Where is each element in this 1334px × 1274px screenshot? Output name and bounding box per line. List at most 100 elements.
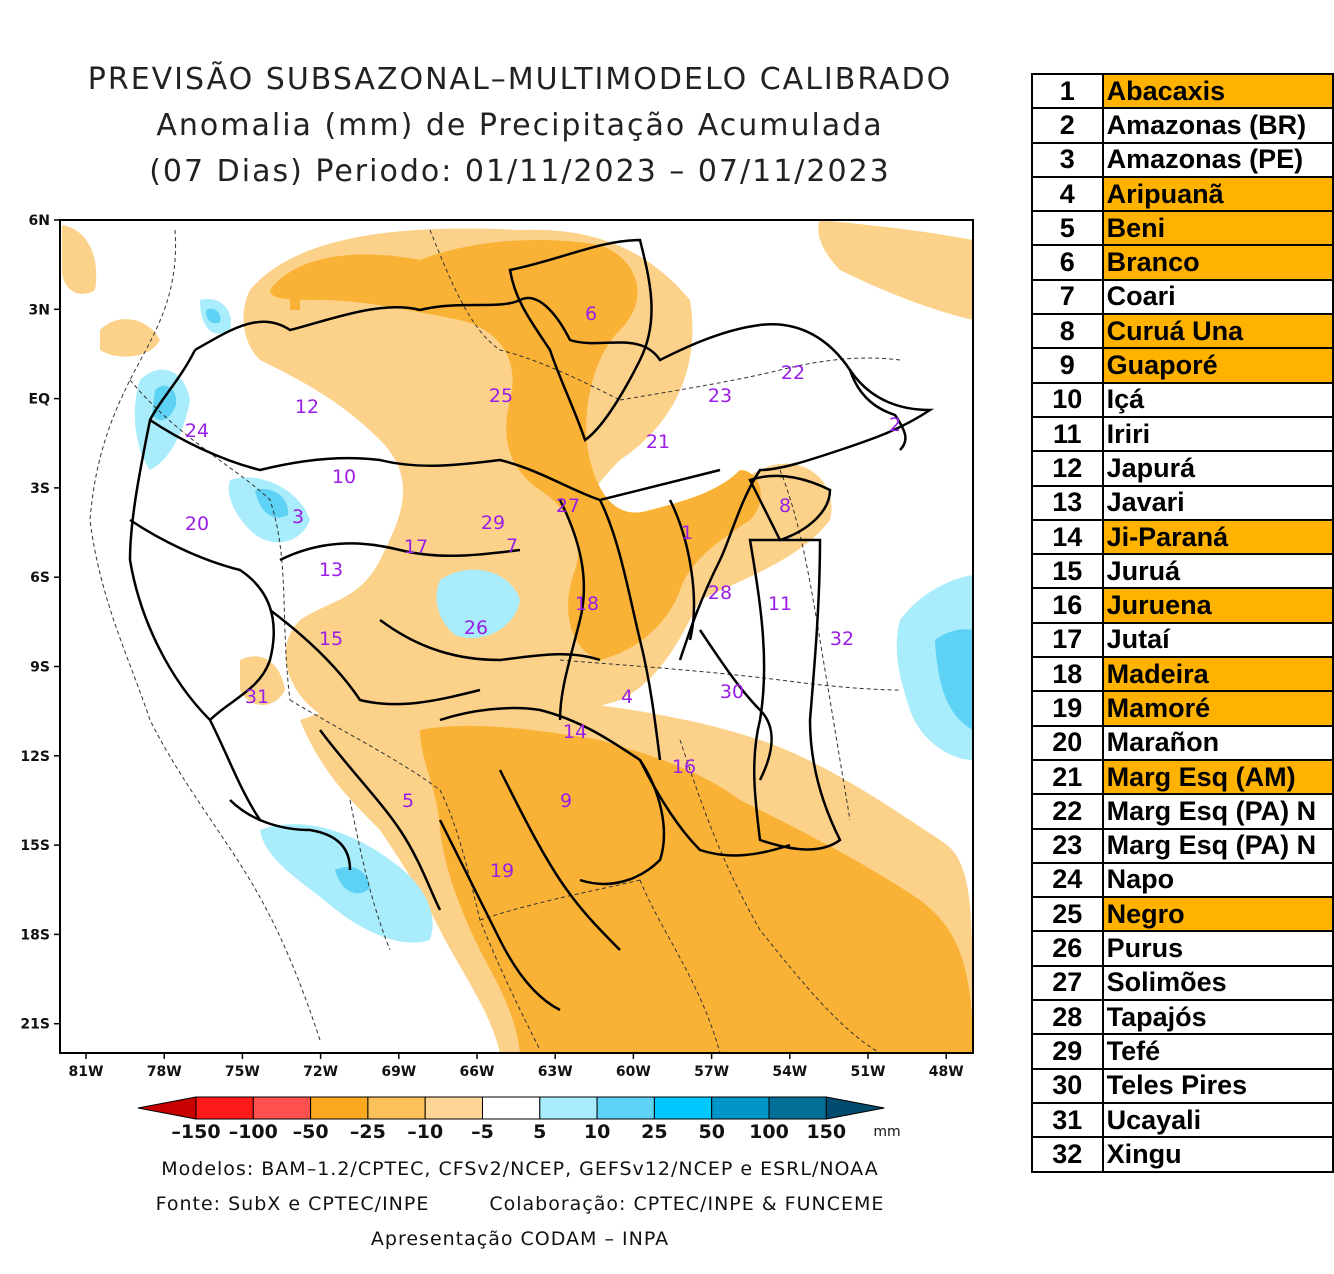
basin-label-24: 24 [185,420,209,442]
basin-label-30: 30 [720,681,744,703]
legend-basin-name: Beni [1101,210,1334,247]
basin-label-11: 11 [768,593,792,615]
legend-number: 20 [1031,724,1104,761]
basin-label-18: 18 [575,593,599,615]
legend-basin-name: Xingu [1101,1136,1334,1173]
source-credit: Fonte: SubX e CPTEC/INPE Colaboração: CPT… [60,1193,980,1215]
basin-label-2: 2 [889,414,901,436]
medium-blue-anomaly [152,308,973,894]
legend-number: 10 [1031,381,1104,418]
basin-label-22: 22 [781,362,805,384]
legend-number: 6 [1031,244,1104,281]
lat-tick-label: 15S [20,838,50,854]
basin-label-12: 12 [295,396,319,418]
legend-basin-name: Içá [1101,381,1334,418]
legend-row: 14 Ji-Paraná [1031,518,1334,556]
legend-row: 3 Amazonas (PE) [1031,141,1334,178]
legend-number: 19 [1031,690,1104,727]
basin-label-25: 25 [489,385,513,407]
legend-row: 13 Javari [1031,484,1334,521]
legend-row: 11 Iriri [1031,415,1334,453]
basin-label-26: 26 [464,617,488,639]
lon-tick-label: 78W [147,1064,182,1080]
legend-number: 30 [1031,1067,1104,1104]
legend-basin-name: Abacaxis [1101,72,1334,110]
colorbar-unit: mm [873,1124,900,1140]
colorbar-label: –100 [229,1121,278,1143]
legend-row: 20 Marañon [1031,724,1334,761]
legend-basin-name: Napo [1101,861,1334,899]
lon-tick-label: 48W [929,1064,964,1080]
lon-tick-label: 57W [694,1064,729,1080]
basin-label-15: 15 [319,628,343,650]
legend-row: 18 Madeira [1031,656,1334,693]
legend-row: 17 Jutaí [1031,621,1334,659]
longitude-ticks: 81W 78W 75W 72W 69W 66W 63W 60W 57W 54W 51W 48W [69,1053,964,1080]
basin-label-28: 28 [708,582,732,604]
legend-basin-name: Amazonas (PE) [1101,141,1334,178]
legend-basin-name: Teles Pires [1101,1067,1334,1104]
map-subtitle: Anomalia (mm) de Precipitação Acumulada [156,108,884,143]
legend-basin-name: Marañon [1101,724,1334,761]
legend-row: 27 Solimões [1031,964,1334,1002]
legend-row: 5 Beni [1031,210,1334,247]
precipitation-anomaly-map: 6N 3N EQ 3S 6S 9S 12S 15S 18S 21S 81W 78W 75W 72W 69W… [20,213,974,1143]
legend-basin-name: Tefé [1101,1033,1334,1070]
lon-tick-label: 63W [538,1064,573,1080]
lat-tick-label: 12S [20,749,50,765]
presentation-credit: Apresentação CODAM – INPA [370,1228,670,1250]
legend-row: 9 Guaporé [1031,347,1334,384]
legend-number: 1 [1031,72,1104,110]
basin-number-labels: 1234567891011121314151617181920212223242… [185,303,901,882]
colorbar-label: 5 [533,1121,546,1143]
legend-basin-name: Tapajós [1101,999,1334,1036]
legend-number: 9 [1031,347,1104,384]
legend-row: 26 Purus [1031,930,1334,967]
colorbar-label: 100 [749,1121,789,1143]
legend-basin-name: Marg Esq (PA) N [1101,793,1334,830]
colorbar-segment [711,1096,770,1120]
colorbar-label: –5 [471,1121,494,1143]
legend-basin-name: Guaporé [1101,347,1334,384]
lon-tick-label: 51W [851,1064,886,1080]
colorbar-segment [367,1096,426,1120]
legend-number: 17 [1031,621,1104,659]
lon-tick-label: 75W [225,1064,260,1080]
basin-label-20: 20 [185,513,209,535]
colorbar-segment [424,1096,484,1120]
legend-basin-name: Juruena [1101,587,1334,624]
legend-number: 24 [1031,861,1104,899]
lon-tick-label: 81W [69,1064,104,1080]
legend-row: 7 Coari [1031,278,1334,316]
legend-row: 30 Teles Pires [1031,1067,1334,1104]
colorbar-label: 25 [641,1121,667,1143]
legend-number: 4 [1031,175,1104,213]
basin-label-31: 31 [245,686,269,708]
lon-tick-label: 54W [772,1064,807,1080]
basin-label-16: 16 [672,756,696,778]
basin-label-7: 7 [506,535,518,557]
basin-label-5: 5 [402,790,414,812]
basin-label-8: 8 [779,495,791,517]
legend-number: 7 [1031,278,1104,316]
colorbar-label: 10 [584,1121,610,1143]
colorbar-label: –50 [293,1121,329,1143]
legend-number: 31 [1031,1101,1104,1139]
basin-label-23: 23 [708,385,732,407]
strong-orange-anomaly [270,240,973,1053]
legend-number: 13 [1031,484,1104,521]
legend-basin-name: Ucayali [1101,1101,1334,1139]
legend-row: 22 Marg Esq (PA) N [1031,793,1334,830]
colorbar-segment [596,1096,655,1120]
basin-label-13: 13 [319,559,343,581]
legend-basin-name: Aripuanã [1101,175,1334,213]
legend-basin-name: Marg Esq (AM) [1101,758,1334,796]
colorbar-left-arrow [137,1096,197,1120]
legend-number: 5 [1031,210,1104,247]
legend-number: 25 [1031,896,1104,933]
basin-label-4: 4 [621,686,633,708]
legend-basin-name: Jutaí [1101,621,1334,659]
legend-basin-name: Japurá [1101,450,1334,487]
basin-outlines [128,238,935,1012]
legend-number: 12 [1031,450,1104,487]
